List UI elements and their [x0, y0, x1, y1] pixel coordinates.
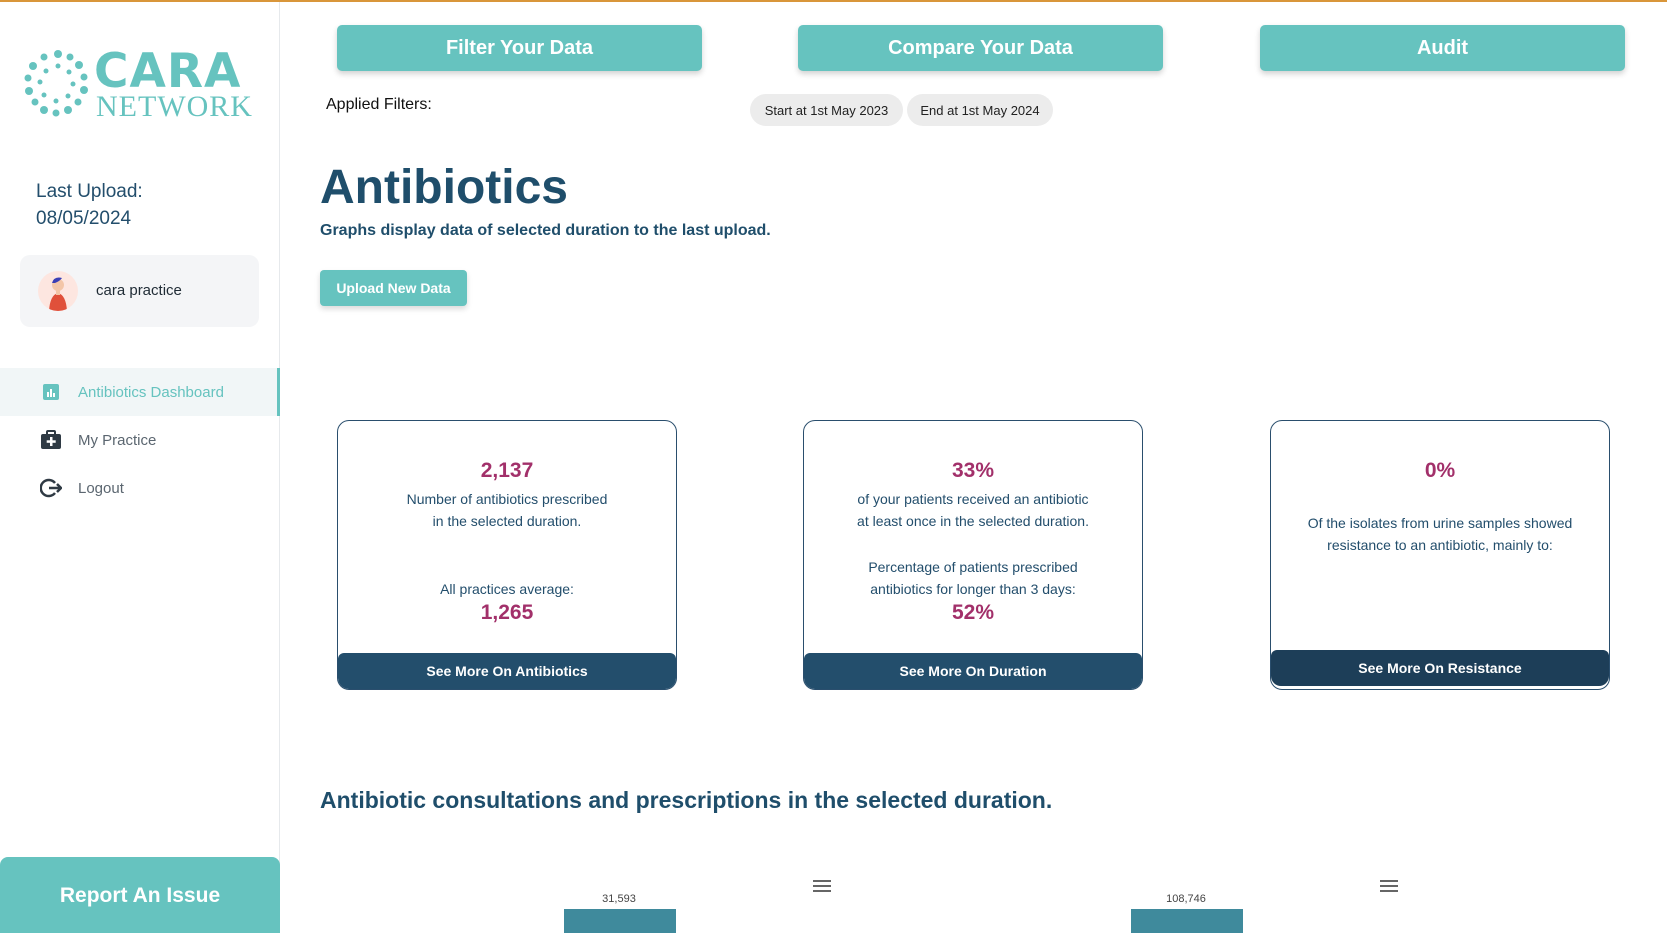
cara-network-logo[interactable]: CARA NETWORK: [22, 44, 267, 123]
see-more-duration-button[interactable]: See More On Duration: [804, 653, 1142, 689]
chart-data-label: 31,593: [602, 893, 636, 905]
antibiotics-card: 2,137 Number of antibiotics prescribed i…: [337, 420, 677, 690]
sidebar-item-label: Antibiotics Dashboard: [78, 383, 224, 401]
sidebar-item-antibiotics-dashboard[interactable]: Antibiotics Dashboard: [0, 368, 280, 416]
sidebar-item-my-practice[interactable]: My Practice: [0, 416, 280, 464]
logout-icon: [40, 477, 62, 499]
applied-filters-label: Applied Filters:: [326, 96, 432, 113]
card-text: antibiotics for longer than 3 days:: [870, 581, 1076, 597]
logo-dots-icon: [24, 50, 88, 117]
filter-chip-end[interactable]: End at 1st May 2024: [907, 94, 1053, 126]
last-upload-label: Last Upload:: [36, 181, 143, 202]
sidebar: CARA NETWORK Last Upload: 08/05/2024 car…: [0, 2, 280, 933]
see-more-antibiotics-button[interactable]: See More On Antibiotics: [338, 653, 676, 689]
resistance-card: 0% Of the isolates from urine samples sh…: [1270, 420, 1610, 690]
card-text: resistance to an antibiotic, mainly to:: [1327, 537, 1553, 553]
card-text: in the selected duration.: [432, 513, 582, 529]
last-upload-date: 08/05/2024: [36, 208, 132, 229]
card-text: Of the isolates from urine samples showe…: [1307, 515, 1573, 531]
resistance-percentage: 0%: [1424, 459, 1456, 482]
chart-bar: [1131, 909, 1243, 933]
card-text: Percentage of patients prescribed: [868, 559, 1078, 575]
upload-new-data-button[interactable]: Upload New Data: [320, 270, 467, 306]
last-upload: Last Upload: 08/05/2024: [36, 178, 143, 232]
average-value: 1,265: [480, 601, 534, 624]
page-title: Antibiotics: [320, 161, 568, 214]
audit-button[interactable]: Audit: [1260, 25, 1625, 71]
sidebar-item-label: My Practice: [78, 431, 157, 449]
filter-chip-start[interactable]: Start at 1st May 2023: [750, 94, 903, 126]
avatar: [38, 271, 78, 311]
medical-kit-icon: [40, 429, 62, 451]
profile-name: cara practice: [96, 282, 182, 299]
patients-percentage: 33%: [951, 459, 995, 482]
antibiotics-count: 2,137: [480, 459, 534, 482]
long-duration-percentage: 52%: [951, 601, 995, 624]
chart-icon: [40, 381, 62, 403]
average-label: All practices average:: [440, 581, 574, 597]
sidebar-item-label: Logout: [78, 479, 124, 497]
chart-data-label: 108,746: [1166, 893, 1206, 905]
chart-menu-icon[interactable]: [813, 879, 831, 893]
logo-text-top: CARA: [94, 44, 242, 99]
sidebar-nav: Antibiotics Dashboard My Practice Logout: [0, 368, 280, 512]
logo-text-bottom: NETWORK: [96, 90, 253, 123]
duration-card: 33% of your patients received an antibio…: [803, 420, 1143, 690]
card-text: Number of antibiotics prescribed: [406, 491, 608, 507]
report-issue-button[interactable]: Report An Issue: [0, 857, 280, 933]
filter-data-button[interactable]: Filter Your Data: [337, 25, 702, 71]
compare-data-button[interactable]: Compare Your Data: [798, 25, 1163, 71]
sidebar-item-logout[interactable]: Logout: [0, 464, 280, 512]
chart-bar: [564, 909, 676, 933]
chart-menu-icon[interactable]: [1380, 879, 1398, 893]
card-text: of your patients received an antibiotic: [857, 491, 1089, 507]
page-subtitle: Graphs display data of selected duration…: [320, 222, 771, 239]
see-more-resistance-button[interactable]: See More On Resistance: [1271, 650, 1609, 686]
top-accent-line: [0, 0, 1667, 2]
card-text: at least once in the selected duration.: [857, 513, 1089, 529]
profile-card[interactable]: cara practice: [20, 255, 259, 327]
section-title: Antibiotic consultations and prescriptio…: [320, 787, 1053, 813]
